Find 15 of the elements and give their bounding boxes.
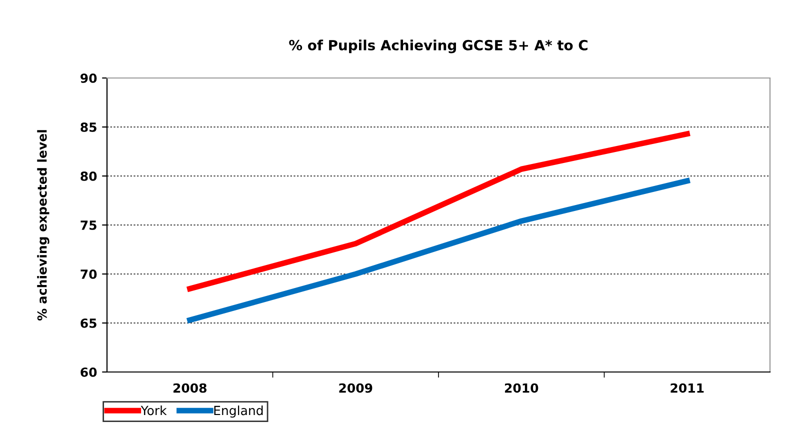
y-tick-label: 85 — [80, 122, 96, 132]
legend-label: York — [140, 406, 167, 416]
y-tick-label: 80 — [80, 171, 97, 181]
legend-label: England — [214, 406, 263, 418]
y-tick-label: 65 — [80, 318, 96, 328]
x-tick-label: 2009 — [339, 383, 372, 393]
x-tick-label: 2010 — [504, 383, 538, 393]
chart-title: % of Pupils Achieving GCSE 5+ A* to C — [289, 40, 588, 54]
x-tick-label: 2008 — [173, 383, 206, 393]
y-tick-label: 90 — [80, 73, 97, 83]
x-tick-label: 2011 — [670, 383, 704, 393]
y-tick-label: 70 — [80, 269, 97, 279]
y-tick-label: 75 — [80, 220, 96, 230]
y-tick-label: 60 — [80, 367, 97, 377]
y-axis-title: % achieving expected level — [37, 130, 50, 321]
